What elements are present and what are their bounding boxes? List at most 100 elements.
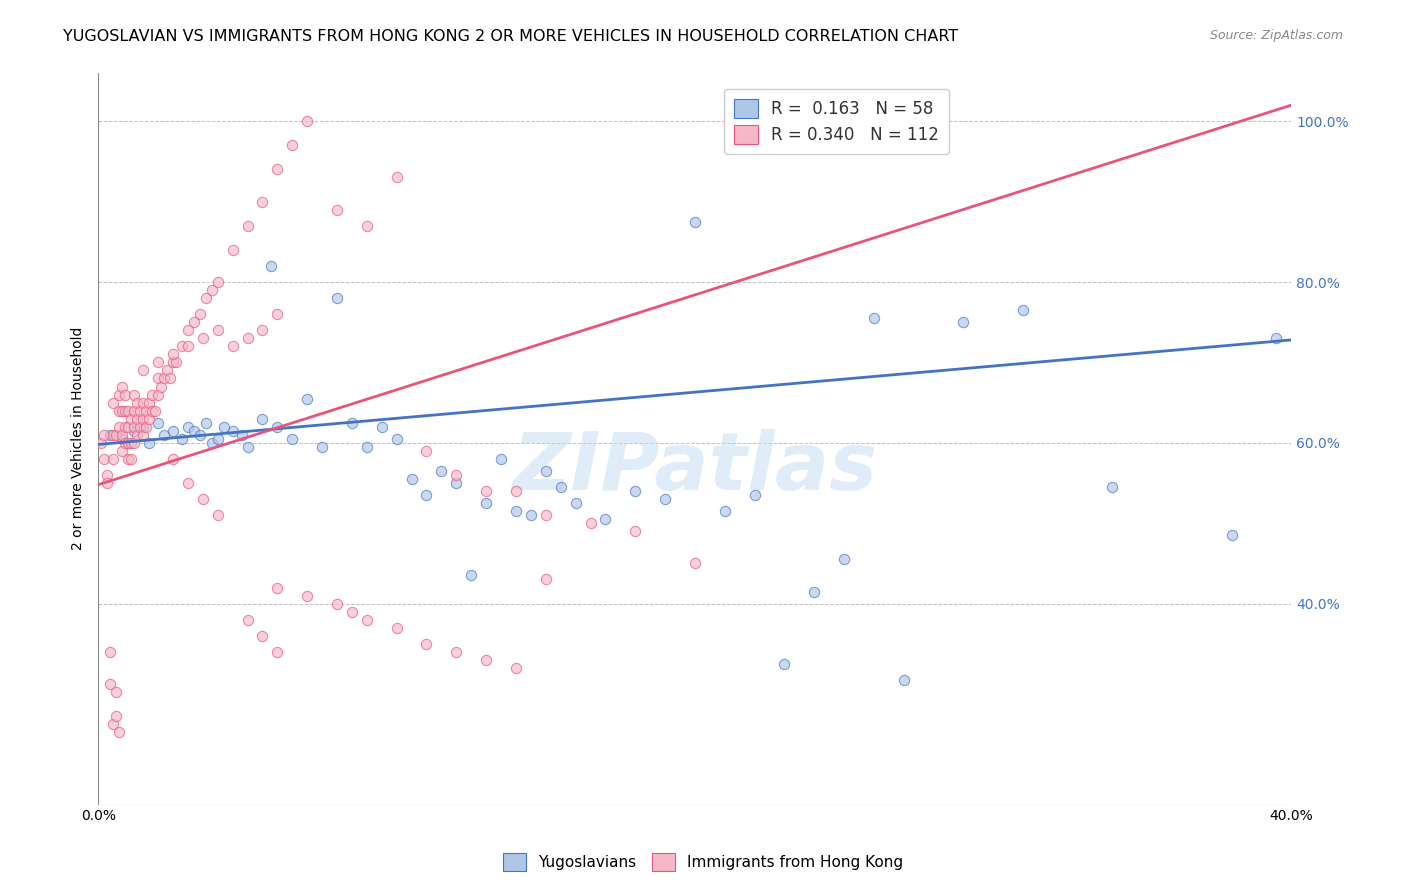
Point [150,379,173,393]
Point [183,315,205,329]
Point [108,403,131,417]
Point [415,443,437,458]
Point [505,661,527,675]
Point [356,440,378,454]
Point [773,657,796,671]
Point [188,307,211,321]
Point [90,435,112,450]
Point [295,114,318,128]
Point [654,492,676,507]
Point [460,568,482,582]
Point [683,557,706,571]
Point [129,419,152,434]
Point [177,339,200,353]
Point [122,419,145,434]
Point [191,492,214,507]
Point [146,355,169,369]
Point [183,424,205,438]
Point [120,451,142,466]
Point [132,363,155,377]
Point [120,411,142,425]
Point [624,524,647,539]
Point [146,371,169,385]
Point [105,427,128,442]
Point [430,464,453,478]
Point [132,395,155,409]
Point [138,395,160,409]
Point [103,427,125,442]
Point [177,419,200,434]
Point [138,411,160,425]
Point [201,435,224,450]
Point [385,170,408,185]
Point [579,516,602,531]
Point [221,424,243,438]
Point [534,508,557,523]
Point [98,427,121,442]
Point [564,496,586,510]
Point [550,480,572,494]
Point [475,484,498,499]
Point [475,653,498,667]
Point [162,347,184,361]
Point [475,496,498,510]
Point [93,451,115,466]
Point [1265,331,1288,345]
Point [122,435,145,450]
Point [117,419,139,434]
Point [188,427,211,442]
Point [281,138,304,153]
Point [281,432,304,446]
Point [127,411,149,425]
Point [231,427,253,442]
Point [1220,528,1243,542]
Point [401,472,423,486]
Point [1101,480,1123,494]
Point [127,427,149,442]
Point [236,331,259,345]
Text: YUGOSLAVIAN VS IMMIGRANTS FROM HONG KONG 2 OR MORE VEHICLES IN HOUSEHOLD CORRELA: YUGOSLAVIAN VS IMMIGRANTS FROM HONG KONG… [63,29,959,44]
Point [194,416,217,430]
Point [177,476,200,491]
Point [260,259,283,273]
Point [356,219,378,233]
Point [326,597,349,611]
Point [340,605,363,619]
Point [520,508,543,523]
Point [114,403,136,417]
Point [146,416,169,430]
Point [534,573,557,587]
Point [744,488,766,502]
Point [1012,303,1035,318]
Point [893,673,915,687]
Point [103,717,125,731]
Point [326,291,349,305]
Point [221,339,243,353]
Point [127,395,149,409]
Point [295,392,318,406]
Point [385,432,408,446]
Point [170,432,193,446]
Point [98,677,121,691]
Point [111,427,134,442]
Point [111,403,134,417]
Point [683,215,706,229]
Point [162,424,184,438]
Point [122,403,145,417]
Point [177,323,200,337]
Point [117,451,139,466]
Point [103,451,125,466]
Point [952,315,974,329]
Point [132,411,155,425]
Point [170,339,193,353]
Legend: Yugoslavians, Immigrants from Hong Kong: Yugoslavians, Immigrants from Hong Kong [496,847,910,877]
Point [415,637,437,651]
Point [212,419,235,434]
Point [146,387,169,401]
Point [295,589,318,603]
Point [162,355,184,369]
Point [122,387,145,401]
Text: Source: ZipAtlas.com: Source: ZipAtlas.com [1209,29,1343,42]
Point [266,307,288,321]
Point [105,709,128,723]
